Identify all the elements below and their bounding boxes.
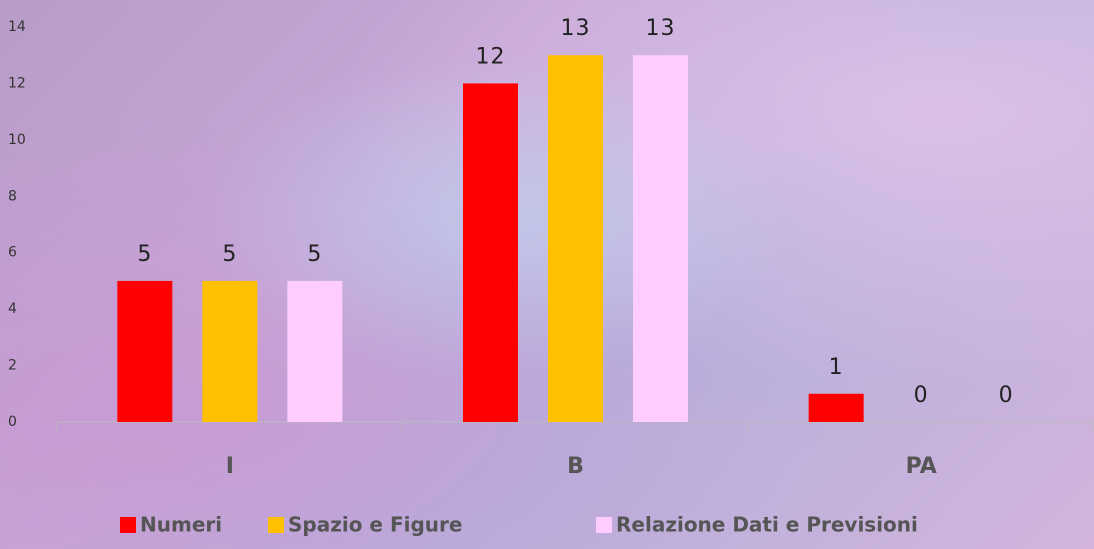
data-label: 12: [476, 44, 506, 69]
legend-label: Spazio e Figure: [288, 513, 462, 537]
data-label: 0: [999, 383, 1014, 408]
legend-swatch: [120, 517, 136, 533]
y-tick-label: 14: [8, 19, 26, 35]
data-label: 1: [829, 355, 844, 380]
data-label: 13: [561, 16, 591, 41]
bar: [117, 280, 173, 422]
data-label: 5: [222, 242, 237, 267]
bar: [287, 280, 343, 422]
bar: [463, 83, 518, 422]
y-tick-label: 0: [8, 414, 17, 430]
legend-swatch: [596, 517, 612, 533]
bar: [633, 55, 688, 422]
y-tick-label: 2: [8, 358, 17, 374]
bar: [548, 55, 603, 422]
legend-swatch: [268, 517, 284, 533]
x-tick-label: B: [567, 454, 584, 479]
data-label: 5: [137, 242, 152, 267]
y-tick-label: 10: [8, 132, 26, 148]
x-tick-label: I: [226, 454, 234, 479]
legend-label: Relazione Dati e Previsioni: [616, 513, 918, 537]
x-tick-label: PA: [906, 454, 937, 479]
bar: [808, 393, 864, 422]
data-label: 13: [646, 16, 676, 41]
y-tick-label: 12: [8, 75, 26, 91]
y-tick-label: 6: [8, 245, 17, 261]
legend-label: Numeri: [140, 513, 222, 537]
data-label: 5: [307, 242, 322, 267]
y-tick-label: 8: [8, 188, 17, 204]
data-label: 0: [914, 383, 929, 408]
bar: [202, 280, 258, 422]
y-tick-label: 4: [8, 301, 17, 317]
